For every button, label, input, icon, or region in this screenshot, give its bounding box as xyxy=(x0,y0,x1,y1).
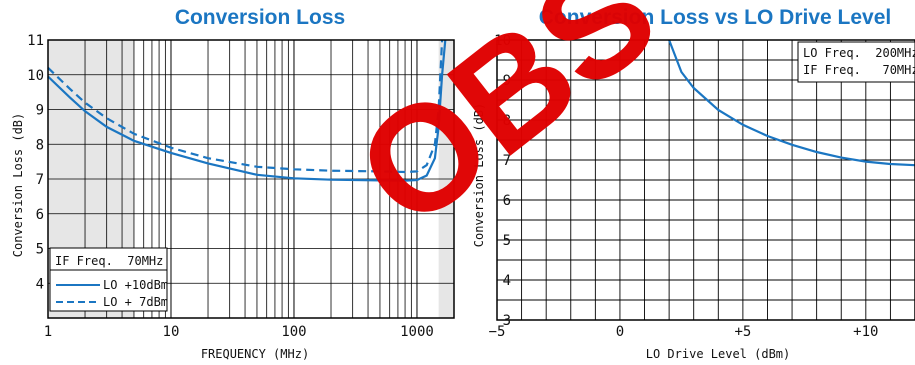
x-tick-label: 0 xyxy=(616,324,624,340)
x-tick-label: 10 xyxy=(163,324,180,340)
legend: IF Freq. 70MHz LO +10dBm LO + 7dBm xyxy=(49,247,168,312)
series-line xyxy=(47,39,444,174)
x-tick-label: 100 xyxy=(281,324,306,340)
series-line xyxy=(47,39,447,182)
conversion-loss-chart: 1 10 100 1000 4 5 6 7 8 9 10 11 Conversion Loss FRE… xyxy=(11,6,455,361)
x-tick-label: 1 xyxy=(44,324,52,340)
x-axis-label: FREQUENCY (MHz) xyxy=(201,347,309,361)
annotation-box: LO Freq. 200MHz IF Freq. 70MHz xyxy=(797,41,915,83)
y-tick-label: 6 xyxy=(503,193,511,209)
x-tick-label: −5 xyxy=(489,324,506,340)
plot-frame xyxy=(47,39,455,319)
series-group xyxy=(668,39,915,167)
x-tick-label: +10 xyxy=(853,324,878,340)
y-tick-label: 5 xyxy=(36,242,44,258)
y-tick-label: 3 xyxy=(503,313,511,329)
annotation-frame xyxy=(797,41,915,83)
y-axis-label: Conversion Loss (dB) xyxy=(472,103,486,248)
y-tick-label: 5 xyxy=(503,233,511,249)
y-tick-label: 9 xyxy=(36,103,44,119)
chart-title: Conversion Loss xyxy=(175,6,345,29)
y-tick-label: 6 xyxy=(36,207,44,223)
annotation-line: LO Freq. 200MHz xyxy=(803,46,915,60)
chart-title: Conversion Loss vs LO Drive Level xyxy=(539,6,891,29)
series-line xyxy=(668,39,915,167)
y-tick-label: 7 xyxy=(503,153,511,169)
legend-entry-label: LO + 7dBm xyxy=(103,295,168,309)
x-axis-label: LO Drive Level (dBm) xyxy=(646,347,791,361)
y-tick-label: 4 xyxy=(36,276,44,292)
y-tick-label: 9 xyxy=(503,73,511,89)
y-tick-label: 10 xyxy=(494,33,511,49)
tick-labels: 1 10 100 1000 4 5 6 7 8 9 10 11 xyxy=(27,33,434,340)
annotation-line: IF Freq. 70MHz xyxy=(803,63,915,77)
legend-box xyxy=(49,247,168,312)
y-tick-label: 8 xyxy=(36,137,44,153)
x-tick-label: 1000 xyxy=(400,324,434,340)
grid xyxy=(497,40,915,320)
y-tick-label: 10 xyxy=(27,68,44,84)
tick-labels: −5 0 +5 +10 3 4 5 6 7 8 9 10 xyxy=(489,33,879,340)
x-tick-label: +5 xyxy=(734,324,751,340)
legend-header: IF Freq. 70MHz xyxy=(55,254,163,268)
y-tick-label: 7 xyxy=(36,172,44,188)
series-group xyxy=(47,39,447,182)
y-axis-label: Conversion Loss (dB) xyxy=(11,113,25,258)
plot-frame xyxy=(496,39,915,321)
legend-entry-label: LO +10dBm xyxy=(103,278,168,292)
y-tick-label: 4 xyxy=(503,273,511,289)
y-tick-label: 8 xyxy=(503,113,511,129)
loss-vs-drive-chart: −5 0 +5 +10 3 4 5 6 7 8 9 10 Conversion Loss vs LO … xyxy=(472,6,915,361)
y-tick-label: 11 xyxy=(27,33,44,49)
